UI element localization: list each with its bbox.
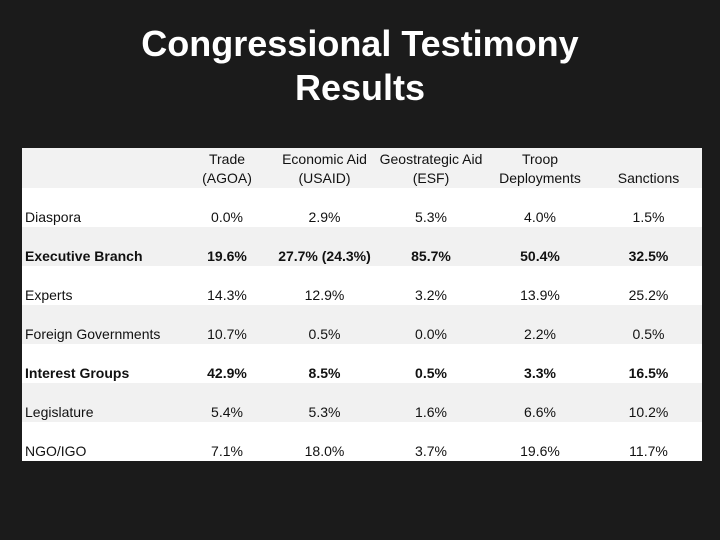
table-row: Diaspora 0.0% 2.9% 5.3% 4.0% 1.5% [22, 188, 702, 227]
table-cell: 18.0% [304, 443, 345, 459]
table-row: Foreign Governments 10.7% 0.5% 0.0% 2.2%… [22, 305, 702, 344]
table-cell: 13.9% [520, 287, 560, 303]
table-cell: 25.2% [628, 287, 669, 303]
table-cell: 2.2% [485, 305, 595, 344]
table-cell: 0.0% [377, 305, 485, 344]
table-cell: 6.6% [485, 383, 595, 422]
column-header-geostrategic-aid: Geostrategic Aid (ESF) [377, 148, 485, 188]
column-header-sanctions: Sanctions [595, 148, 702, 188]
row-label: Executive Branch [22, 227, 182, 266]
table-cell: 14.3% [207, 287, 247, 303]
slide-title-line-2: Results [294, 67, 426, 108]
table-row: NGO/IGO 7.1% 18.0% 3.7% 19.6% 11.7% [22, 422, 702, 461]
table-cell: 0.5% [415, 365, 447, 381]
table-cell: 11.7% [629, 443, 668, 459]
table-cell: 2.9% [308, 209, 341, 225]
table-cell: 0.5% [272, 305, 377, 344]
table-row: Legislature 5.4% 5.3% 1.6% 6.6% 10.2% [22, 383, 702, 422]
table-cell: 7.1% [211, 443, 243, 459]
table-cell: 19.6% [520, 443, 560, 459]
row-label: Foreign Governments [22, 305, 182, 344]
table-cell: 85.7% [377, 227, 485, 266]
table-cell: 8.5% [308, 365, 341, 381]
table-cell: 10.2% [595, 383, 702, 422]
table-cell: 5.3% [272, 383, 377, 422]
results-table: Trade (AGOA) Economic Aid (USAID) Geostr… [22, 148, 702, 461]
row-label: Diaspora [25, 209, 82, 225]
table-cell: 4.0% [524, 209, 556, 225]
column-header [22, 148, 182, 188]
table-cell: 3.7% [415, 443, 447, 459]
table-cell: 3.2% [415, 287, 447, 303]
table-cell: 50.4% [485, 227, 595, 266]
table-cell: 5.4% [182, 383, 272, 422]
row-label: NGO/IGO [25, 443, 87, 459]
column-header-troop-deployments: Troop Deployments [485, 148, 595, 188]
row-label: Legislature [22, 383, 182, 422]
table-cell: 10.7% [182, 305, 272, 344]
table-row: Interest Groups 42.9% 8.5% 0.5% 3.3% 16.… [22, 344, 702, 383]
table-row: Executive Branch 19.6% 27.7% (24.3%) 85.… [22, 227, 702, 266]
table-header-row: Trade (AGOA) Economic Aid (USAID) Geostr… [22, 148, 702, 188]
table-cell: 3.3% [524, 365, 556, 381]
table-cell: 42.9% [207, 365, 247, 381]
column-header-economic-aid: Economic Aid (USAID) [272, 148, 377, 188]
row-label: Interest Groups [25, 365, 130, 381]
table-cell: 16.5% [628, 365, 669, 381]
table-cell: 19.6% [182, 227, 272, 266]
table-cell: 1.6% [377, 383, 485, 422]
table-cell: 32.5% [595, 227, 702, 266]
table-cell: 27.7% (24.3%) [272, 227, 377, 266]
results-table-container: Trade (AGOA) Economic Aid (USAID) Geostr… [22, 148, 702, 466]
table-cell: 1.5% [632, 209, 665, 225]
table-cell: 0.5% [595, 305, 702, 344]
row-label: Experts [25, 287, 73, 303]
slide-title: Congressional Testimony Results [0, 22, 720, 110]
table-cell: 0.0% [211, 209, 243, 225]
table-row: Experts 14.3% 12.9% 3.2% 13.9% 25.2% [22, 266, 702, 305]
slide-title-line-1: Congressional Testimony [141, 23, 579, 64]
column-header-trade: Trade (AGOA) [182, 148, 272, 188]
table-cell: 5.3% [415, 209, 447, 225]
table-cell: 12.9% [304, 287, 345, 303]
